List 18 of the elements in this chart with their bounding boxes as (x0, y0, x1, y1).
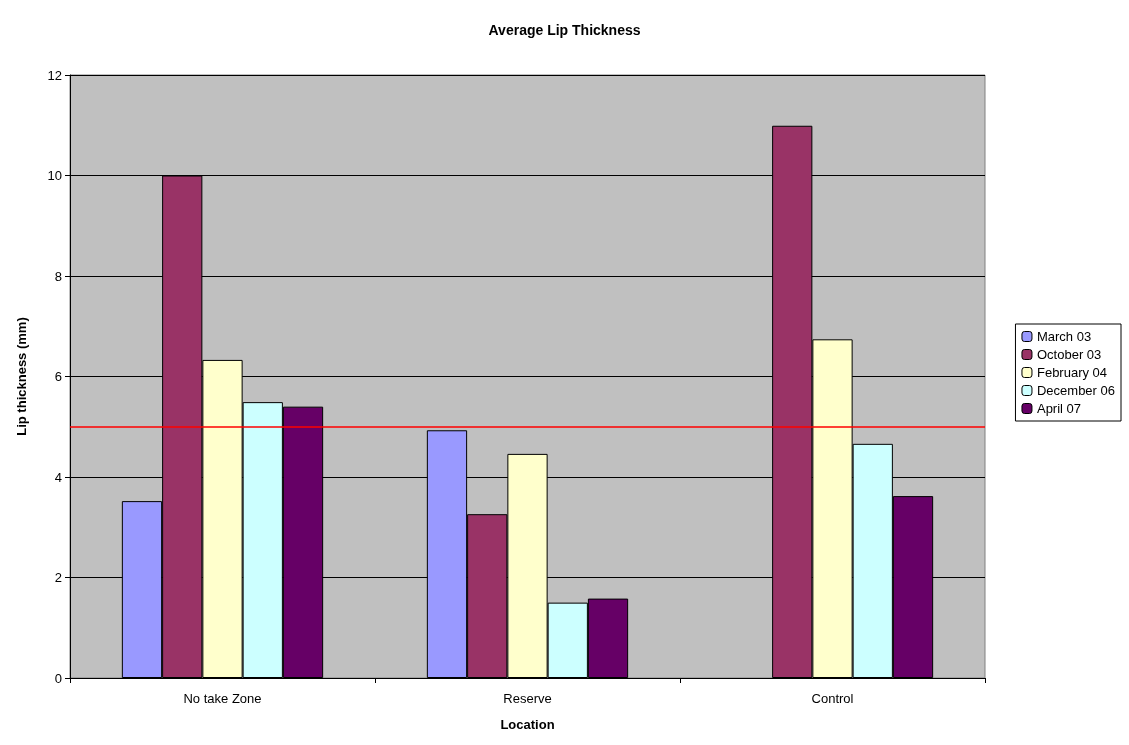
legend-label: April 07 (1036, 401, 1082, 416)
y-tick-label: 2 (54, 570, 62, 585)
legend-label: March 03 (1036, 329, 1092, 344)
y-tick-label: 4 (54, 469, 62, 485)
legend-label: December 06 (1036, 383, 1116, 398)
y-tick-label: 8 (54, 268, 62, 284)
y-tick-label: 12 (47, 67, 62, 83)
y-tick-label: 6 (54, 369, 62, 384)
x-tick-label: No take Zone (183, 691, 262, 706)
y-axis-title: Lip thickness (mm) (14, 317, 29, 436)
legend-label: February 04 (1036, 365, 1108, 380)
x-axis-title: Location (500, 717, 555, 732)
x-tick-label: Reserve (503, 691, 552, 706)
x-tick-label: Control (811, 691, 854, 706)
legend-label: October 03 (1036, 347, 1102, 362)
chart-title: Average Lip Thickness (488, 22, 641, 38)
y-tick-label: 0 (54, 670, 62, 686)
y-tick-label: 10 (47, 168, 62, 183)
